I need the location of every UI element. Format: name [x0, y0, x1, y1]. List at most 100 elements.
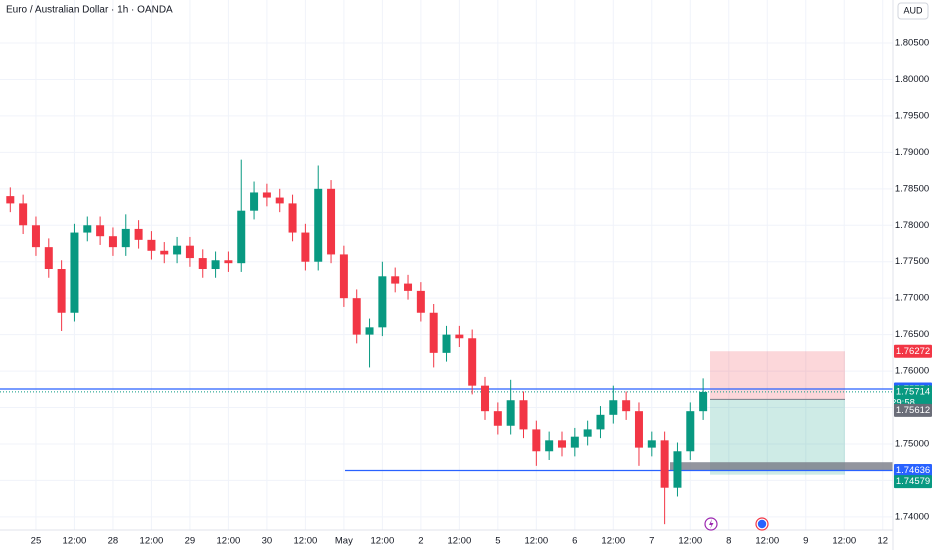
x-tick-label: 9: [803, 536, 808, 547]
candle-body: [96, 225, 105, 237]
candle-body: [173, 245, 182, 255]
candle-body: [673, 451, 682, 488]
candle-body: [134, 228, 143, 240]
candle-body: [70, 232, 79, 313]
axis: 1.80500 1.80000 1.79500 1.79000 1.78500 1.780…: [31, 38, 932, 547]
candle-body: [506, 400, 515, 426]
y-tick-label: 1.74000: [895, 511, 929, 522]
zone-box: [670, 462, 893, 471]
candle-body: [455, 334, 464, 339]
news-icon[interactable]: [755, 517, 769, 531]
candle-body: [275, 197, 284, 204]
chart-title: Euro / Australian Dollar · 1h · OANDA: [6, 5, 173, 16]
candle-body: [660, 440, 669, 488]
candle-body: [699, 391, 708, 412]
candle-body: [262, 192, 271, 198]
candle-body: [468, 338, 477, 386]
candle-body: [647, 440, 656, 448]
candle-body: [121, 228, 130, 248]
y-tick-label: 1.76500: [895, 329, 929, 340]
x-tick-label: 25: [31, 536, 42, 547]
price-badge: [894, 475, 932, 489]
news-icon-dot[interactable]: [757, 519, 767, 529]
event-icon-bolt[interactable]: [709, 519, 714, 529]
x-tick-label: 12:00: [601, 536, 625, 547]
price-badge: [894, 385, 932, 410]
candle-body: [83, 225, 92, 233]
candle-body: [31, 225, 40, 248]
candle-body: [570, 436, 579, 448]
candle-body: [339, 254, 348, 299]
x-tick-label: 30: [262, 536, 273, 547]
candle-body: [250, 192, 259, 211]
x-tick-label: 2: [418, 536, 423, 547]
countdown-label: 29:58: [891, 397, 915, 408]
price-badge-label: 1.74636: [896, 465, 930, 476]
y-tick-label: 1.78000: [895, 220, 929, 231]
stop-zone: [710, 351, 845, 400]
candle-body: [185, 245, 194, 259]
candle-body: [686, 411, 695, 452]
x-tick-label: 12:00: [678, 536, 702, 547]
currency-label[interactable]: AUD: [903, 5, 923, 15]
price-badge-label: 1.74579: [896, 476, 930, 487]
target-zone: [710, 399, 845, 475]
candle-body: [532, 429, 541, 452]
candle-body: [609, 400, 618, 415]
candle-body: [224, 260, 233, 264]
x-tick-label: 7: [649, 536, 654, 547]
x-tick-label: May: [335, 536, 353, 547]
candle-body: [391, 276, 400, 284]
candle-body: [557, 440, 566, 448]
candle-body: [583, 429, 592, 437]
x-tick-label: 12:00: [140, 536, 164, 547]
candle-body: [545, 440, 554, 452]
event-icon[interactable]: [704, 517, 718, 531]
candle-body: [211, 260, 220, 270]
candle-body: [519, 400, 528, 430]
price-badge: [894, 403, 932, 417]
candle-body: [237, 210, 246, 264]
candle-body: [596, 414, 605, 430]
y-tick-label: 1.77000: [895, 293, 929, 304]
price-badge-label: 1.75612: [896, 405, 930, 416]
candle-body: [352, 298, 361, 335]
y-tick-label: 1.78500: [895, 183, 929, 194]
candle-body: [327, 188, 336, 255]
y-tick-label: 1.80500: [895, 38, 929, 49]
y-tick-label: 1.75000: [895, 438, 929, 449]
y-tick-label: 1.80000: [895, 74, 929, 85]
candle-body: [365, 327, 374, 335]
candles: [6, 159, 708, 525]
candle-body: [429, 312, 438, 353]
candle-body: [108, 236, 117, 248]
x-tick-label: 6: [572, 536, 577, 547]
price-badge-label: 1.76272: [896, 346, 930, 357]
x-tick-label: 12:00: [217, 536, 241, 547]
x-tick-label: 12: [877, 536, 888, 547]
candle-body: [6, 196, 15, 204]
candle-body: [442, 334, 451, 353]
x-tick-label: 12:00: [755, 536, 779, 547]
overlay: [0, 351, 893, 475]
candle-body: [57, 269, 66, 313]
x-tick-label: 5: [495, 536, 500, 547]
x-tick-label: 12:00: [447, 536, 471, 547]
candle-body: [19, 203, 28, 226]
x-tick-label: 12:00: [370, 536, 394, 547]
currency-box[interactable]: [897, 2, 929, 20]
x-tick-label: 28: [108, 536, 119, 547]
x-tick-label: 12:00: [524, 536, 548, 547]
y-tick-label: 1.79000: [895, 147, 929, 158]
y-tick-label: 1.79500: [895, 110, 929, 121]
candle-body: [481, 385, 490, 412]
price-badge-label: 1.75714: [896, 386, 930, 397]
x-tick-label: 12:00: [832, 536, 856, 547]
candle-body: [493, 411, 502, 426]
candle-body: [634, 411, 643, 448]
candle-body: [198, 258, 207, 270]
candle-body: [622, 400, 631, 412]
price-badge: [894, 464, 932, 478]
